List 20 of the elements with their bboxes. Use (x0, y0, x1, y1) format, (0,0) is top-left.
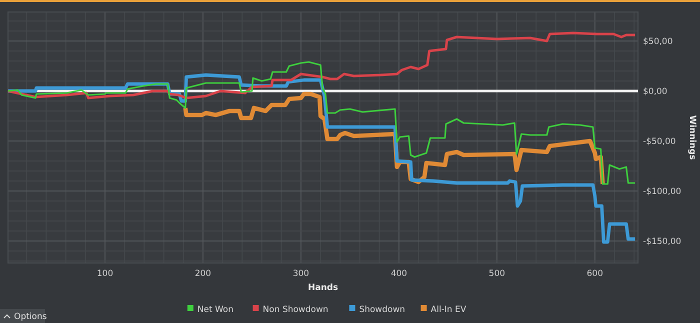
y-tick-label: -$100,00 (643, 187, 682, 197)
y-tick-label: -$150,00 (643, 237, 682, 247)
x-tick-label: 600 (586, 269, 604, 279)
line-series (7, 61, 636, 185)
y-axis-title: Winnings (687, 115, 697, 160)
y-tick-label: -$50,00 (643, 137, 676, 147)
x-tick-label: 500 (488, 269, 506, 279)
text: Options (14, 312, 48, 322)
legend-label: Non Showdown (262, 305, 328, 315)
x-tick-label: 300 (292, 269, 310, 279)
legend-label: Net Won (197, 305, 234, 315)
y-tick-label: $0,00 (643, 87, 668, 97)
legend-label: Showdown (359, 305, 406, 315)
y-tick-label: $50,00 (643, 37, 673, 47)
x-tick-label: 200 (194, 269, 212, 279)
legend-label: All-In EV (430, 305, 466, 315)
x-tick-label: 400 (390, 269, 408, 279)
x-tick-label: 100 (96, 269, 114, 279)
x-axis-title: Hands (308, 283, 338, 293)
line-series (6, 32, 636, 100)
